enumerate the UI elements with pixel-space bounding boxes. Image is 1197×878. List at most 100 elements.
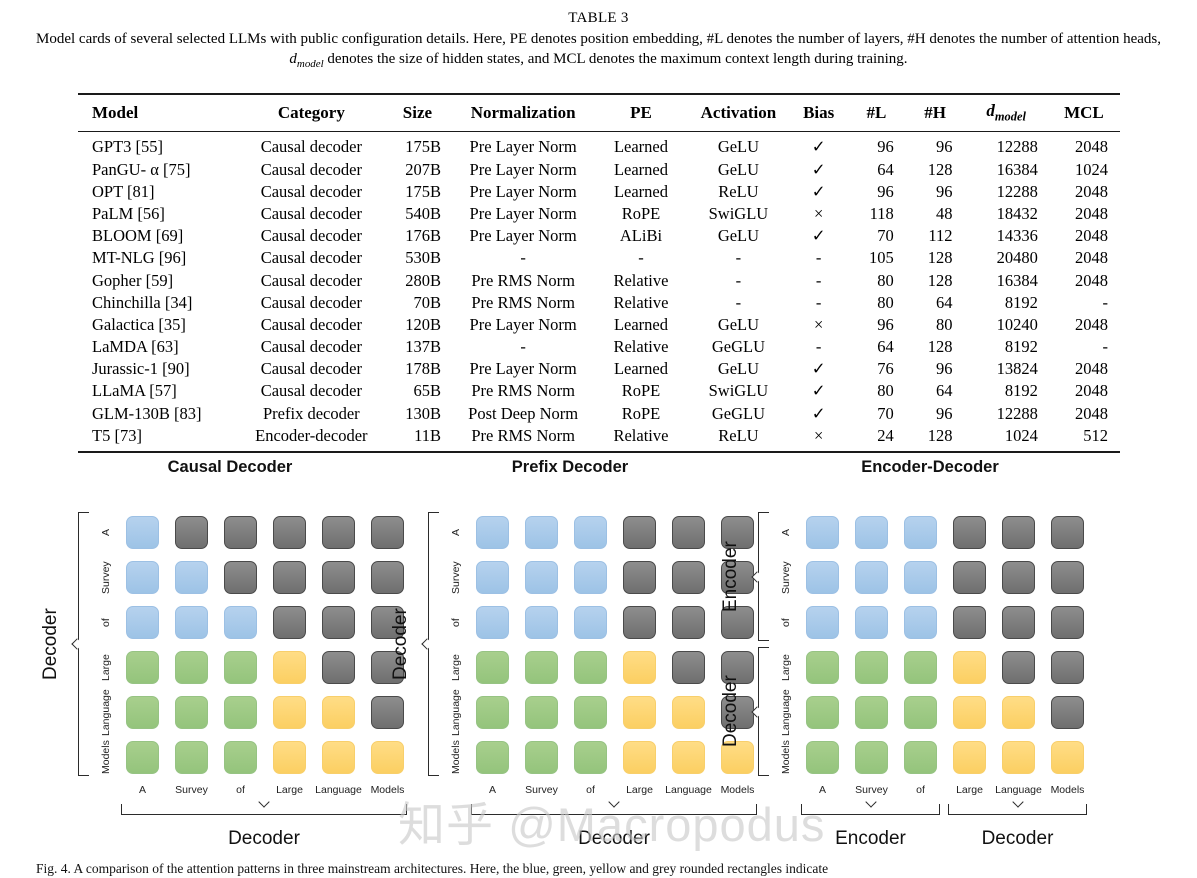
attention-cell-gray xyxy=(371,561,404,594)
cell-activation: ReLU xyxy=(686,424,791,453)
attention-cell-green xyxy=(574,696,607,729)
matrix-cell-wrap xyxy=(314,645,363,690)
row-token-label: Survey xyxy=(780,561,792,594)
cell-bias: - xyxy=(815,270,822,290)
cell-activation: SwiGLU xyxy=(708,381,769,401)
cell-layers: 96 xyxy=(877,314,894,334)
col-group-label: Decoder xyxy=(578,828,650,849)
attention-cell-blue xyxy=(904,606,937,639)
attention-cell-gray xyxy=(371,606,404,639)
col-header-normalization: Normalization xyxy=(450,94,596,133)
cell-heads: 128 xyxy=(927,248,953,268)
matrix-cell-wrap xyxy=(566,735,615,780)
table-caption-part1: Model cards of several selected LLMs wit… xyxy=(36,31,1161,47)
attention-cell-blue xyxy=(224,606,257,639)
cell-layers: 24 xyxy=(847,424,906,453)
table-caption: Model cards of several selected LLMs wit… xyxy=(29,30,1169,71)
cell-activation: SwiGLU xyxy=(708,203,769,223)
matrix-cell-wrap xyxy=(994,645,1043,690)
cell-category: Causal decoder xyxy=(260,381,362,401)
cell-d-model: 12288 xyxy=(996,181,1038,201)
col-token-label: of xyxy=(916,784,925,796)
cell-size: 65B xyxy=(413,381,441,401)
cell-category: Causal decoder xyxy=(260,181,362,201)
attention-cell-yellow xyxy=(1002,741,1035,774)
attention-cell-blue xyxy=(806,561,839,594)
table-caption-block: TABLE 3 Model cards of several selected … xyxy=(0,10,1197,71)
cell-pe: Learned xyxy=(613,314,668,334)
matrix-cell-wrap xyxy=(713,600,762,645)
matrix-cell-wrap xyxy=(363,600,412,645)
table-row: GPT3 [55] Causal decoder 175B Pre Layer Nor… xyxy=(78,132,1120,159)
attention-cell-gray xyxy=(1002,516,1035,549)
matrix-cell-wrap xyxy=(517,690,566,735)
matrix-cell-wrap xyxy=(994,690,1043,735)
matrix-cell-wrap xyxy=(118,690,167,735)
cell-pe: Learned xyxy=(613,359,668,379)
attention-cell-yellow xyxy=(953,741,986,774)
table-row: OPT [81] Causal decoder 175B Pre Layer Norm… xyxy=(78,181,1120,203)
matrix-cell-wrap xyxy=(615,555,664,600)
cell-activation: - xyxy=(735,248,742,268)
attention-cell-green xyxy=(904,651,937,684)
col-group-brace xyxy=(801,804,940,815)
row-token-label: of xyxy=(450,618,462,627)
table-caption-part2: denotes the size of hidden states, and M… xyxy=(323,50,908,67)
row-token-label: A xyxy=(450,529,462,537)
col-header-mcl: MCL xyxy=(1047,94,1120,133)
matrix-cell-wrap xyxy=(1043,600,1092,645)
matrix-cell-wrap xyxy=(363,555,412,600)
cell-heads: 96 xyxy=(935,403,953,423)
attention-cell-blue xyxy=(806,606,839,639)
row-group-brace xyxy=(428,512,439,776)
figure-caption: Fig. 4. A comparison of the attention pa… xyxy=(36,861,829,876)
cell-d-model: 10240 xyxy=(996,314,1038,334)
attention-cell-green xyxy=(525,696,558,729)
cell-layers: 105 xyxy=(869,248,894,268)
cell-pe: Relative xyxy=(613,270,669,290)
attention-cell-blue xyxy=(175,561,208,594)
cell-model: LLaMA [57] xyxy=(92,381,177,401)
attention-cell-blue xyxy=(126,516,159,549)
matrix-cell-wrap xyxy=(713,690,762,735)
matrix-cell-wrap xyxy=(314,735,363,780)
cell-pe: RoPE xyxy=(621,403,661,423)
cell-mcl: 2048 xyxy=(1075,314,1108,334)
matrix-cell-wrap xyxy=(615,510,664,555)
cell-d-model: 8192 xyxy=(1004,337,1038,357)
cell-activation: GeGLU xyxy=(711,337,765,357)
attention-cell-gray xyxy=(623,561,656,594)
col-header-activation: Activation xyxy=(686,94,791,133)
table-header-row: Model Category Size Normalization PE Act… xyxy=(78,94,1120,133)
matrix-cell-wrap xyxy=(994,735,1043,780)
cell-layers: 80 xyxy=(877,270,894,290)
attention-cell-gray xyxy=(953,561,986,594)
cell-category: Causal decoder xyxy=(260,137,362,157)
col-token-label: Large xyxy=(956,784,983,796)
attention-cell-green xyxy=(175,696,208,729)
matrix-cell-wrap xyxy=(216,555,265,600)
matrix-cell-wrap xyxy=(847,600,896,645)
cell-model: OPT [81] xyxy=(92,181,155,201)
table-row: Chinchilla [34] Causal decoder 70B Pre RMS … xyxy=(78,292,1120,314)
attention-cell-green xyxy=(574,741,607,774)
matrix-cell-wrap xyxy=(363,735,412,780)
attention-cell-blue xyxy=(175,606,208,639)
attention-cell-green xyxy=(525,741,558,774)
attention-cell-gray xyxy=(672,651,705,684)
matrix-cell-wrap xyxy=(363,645,412,690)
attention-cell-yellow xyxy=(721,741,754,774)
cell-d-model: 18432 xyxy=(996,203,1038,223)
cell-pe: Learned xyxy=(613,137,668,157)
matrix-cell-wrap xyxy=(566,510,615,555)
attention-cell-blue xyxy=(904,561,937,594)
attention-cell-yellow xyxy=(273,741,306,774)
panel-title: Encoder-Decoder xyxy=(861,458,999,476)
row-group-label: Encoder xyxy=(720,541,741,612)
row-token-label: Survey xyxy=(450,561,462,594)
cell-d-model: 12288 xyxy=(996,403,1038,423)
col-token-label: A xyxy=(488,784,496,796)
cell-activation: GeLU xyxy=(717,314,760,334)
row-token-label: Large xyxy=(780,654,792,681)
cell-pe: Relative xyxy=(613,337,669,357)
